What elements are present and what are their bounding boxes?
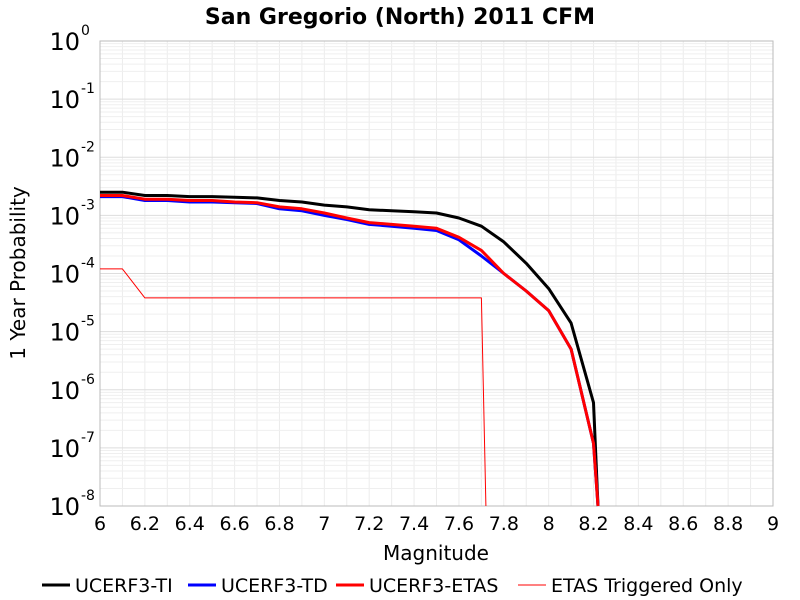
legend-label: UCERF3-TI — [75, 575, 173, 597]
x-tick-label: 7.8 — [489, 513, 519, 535]
x-tick-label: 7.4 — [399, 513, 429, 535]
legend-label: ETAS Triggered Only — [551, 575, 743, 597]
grid — [99, 41, 774, 507]
x-tick-label: 6.6 — [219, 513, 249, 535]
y-tick-label: 10 — [49, 435, 80, 463]
series-layer — [100, 190, 600, 507]
x-tick-label: 6.2 — [130, 513, 160, 535]
legend-label: UCERF3-ETAS — [369, 575, 498, 597]
x-tick-label: 7.6 — [444, 513, 474, 535]
chart-title: San Gregorio (North) 2011 CFM — [205, 5, 595, 30]
y-tick-exponent: -4 — [81, 256, 95, 272]
y-tick-label: 10 — [49, 144, 80, 172]
y-tick-label: 10 — [49, 202, 80, 230]
y-tick-exponent: 0 — [81, 23, 90, 39]
legend: UCERF3-TI UCERF3-TD UCERF3-ETAS ETAS Trigge… — [42, 575, 743, 597]
y-tick-label: 10 — [49, 261, 80, 289]
y-tick-label: 10 — [49, 28, 80, 56]
x-tick-label: 8.2 — [578, 513, 608, 535]
y-tick-exponent: -5 — [81, 314, 95, 330]
x-tick-label: 7.2 — [354, 513, 384, 535]
y-tick-exponent: -6 — [81, 372, 95, 388]
series-line-ucerf3-td — [100, 195, 600, 507]
y-tick-exponent: -1 — [81, 81, 95, 97]
plot-area — [99, 40, 774, 507]
x-tick-label: 7 — [318, 513, 330, 535]
x-axis-ticks: 6 6.2 6.4 6.6 6.8 7 7.2 7.4 7.6 7.8 8 8.2 8.4 8.6 8.8 9 — [94, 513, 779, 535]
y-tick-exponent: -7 — [81, 430, 95, 446]
series-line-ucerf3-etas — [100, 194, 600, 507]
y-axis-label: 1 Year Probability — [6, 186, 30, 360]
x-tick-label: 6 — [94, 513, 106, 535]
series-line-etas-triggered-only — [100, 268, 487, 507]
legend-label: UCERF3-TD — [221, 575, 328, 597]
series-line-ucerf3-ti — [100, 190, 600, 507]
y-tick-label: 10 — [49, 86, 80, 114]
x-tick-label: 8.4 — [623, 513, 653, 535]
x-tick-label: 9 — [767, 513, 779, 535]
y-tick-label: 10 — [49, 377, 80, 405]
y-tick-exponent: -3 — [81, 197, 95, 213]
x-tick-label: 6.4 — [175, 513, 205, 535]
y-tick-label: 10 — [49, 319, 80, 347]
y-tick-exponent: -2 — [81, 139, 95, 155]
x-tick-label: 8.8 — [713, 513, 743, 535]
x-axis-label: Magnitude — [383, 541, 489, 565]
x-tick-label: 8 — [543, 513, 555, 535]
y-tick-exponent: -8 — [81, 488, 95, 504]
x-tick-label: 8.6 — [668, 513, 698, 535]
x-tick-label: 6.8 — [264, 513, 294, 535]
y-tick-label: 10 — [49, 493, 80, 521]
